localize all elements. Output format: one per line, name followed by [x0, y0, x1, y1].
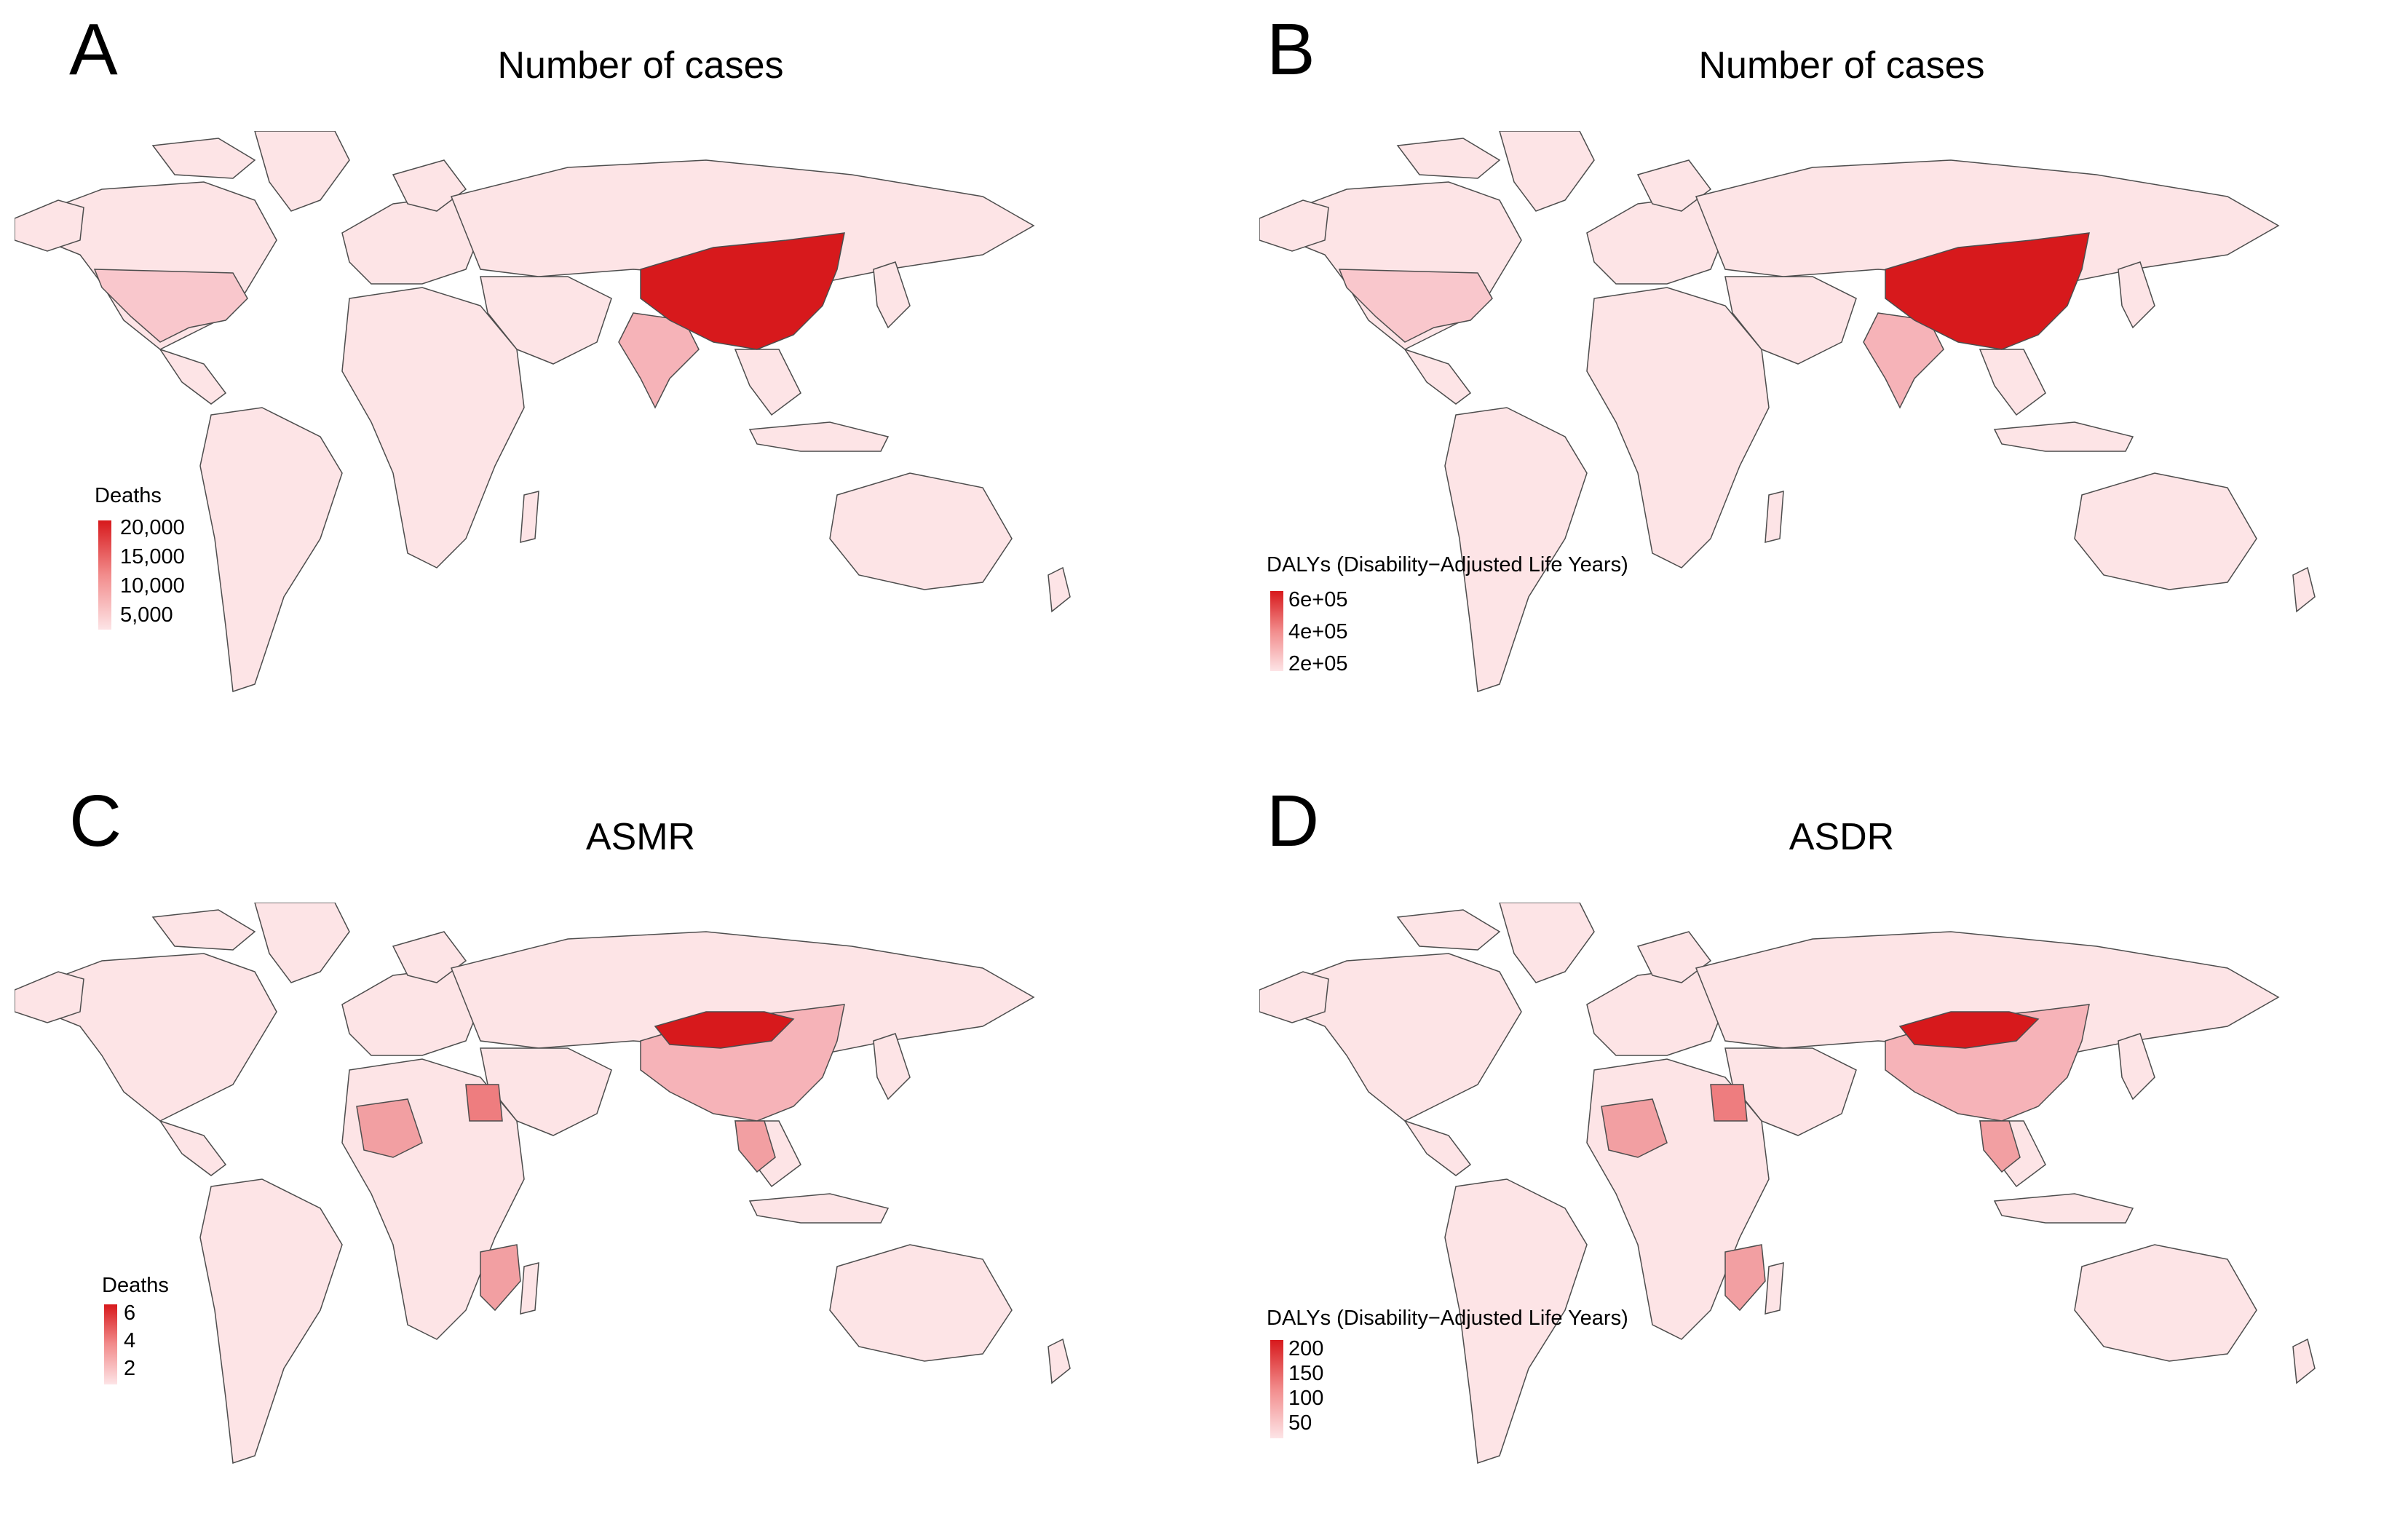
- panel-c: C ASMR Deaths 6 4 2: [0, 772, 1194, 1514]
- panel-title: ASMR: [585, 816, 696, 858]
- legend-title: DALYs (Disability−Adjusted Life Years): [1267, 553, 1628, 576]
- panel-letter: C: [69, 780, 122, 862]
- legend-label: 6: [124, 1301, 136, 1325]
- legend-color-bar: [98, 520, 111, 630]
- panel-title: Number of cases: [1698, 44, 1985, 87]
- legend-label: 2: [124, 1357, 136, 1380]
- legend-label: 6e+05: [1288, 588, 1348, 611]
- legend-label: 15,000: [120, 545, 185, 568]
- legend-title: Deaths: [102, 1274, 169, 1297]
- land-layer: [15, 903, 1071, 1464]
- panel-letter: A: [69, 9, 118, 90]
- legend-title: Deaths: [95, 484, 162, 507]
- legend-color-bar: [104, 1304, 117, 1384]
- legend-label: 10,000: [120, 574, 185, 598]
- legend-label: 4: [124, 1329, 136, 1352]
- region-egypt: [1710, 1084, 1748, 1122]
- panel-title: Number of cases: [497, 44, 784, 87]
- map-legend: Deaths 20,000 15,000 10,000 5,000: [95, 484, 185, 630]
- legend-label: 5,000: [120, 603, 173, 627]
- map-legend: DALYs (Disability−Adjusted Life Years) 6…: [1267, 553, 1628, 675]
- legend-label: 4e+05: [1288, 620, 1348, 643]
- region-mozambique: [1724, 1244, 1766, 1311]
- region-egypt: [465, 1084, 503, 1122]
- world-map: [1259, 903, 2316, 1464]
- legend-label: 20,000: [120, 516, 185, 539]
- legend-color-bar: [1270, 591, 1283, 671]
- panel-letter: D: [1267, 780, 1320, 862]
- legend-label: 150: [1288, 1362, 1324, 1385]
- world-map: [1259, 131, 2316, 692]
- world-map: [15, 903, 1071, 1464]
- legend-label: 50: [1288, 1411, 1312, 1435]
- panel-a: A Number of cases Deaths 20,000 15,000 1…: [0, 0, 1194, 742]
- panel-letter: B: [1267, 9, 1315, 90]
- land-layer: [1259, 131, 2316, 692]
- panel-d: D ASDR DALYs (Disability−Adjusted Life Y…: [1259, 772, 2408, 1514]
- legend-color-bar: [1270, 1340, 1283, 1438]
- panel-b: B Number of cases DALYs (Disability−Adju…: [1259, 0, 2408, 742]
- legend-label: 100: [1288, 1387, 1324, 1410]
- legend-title: DALYs (Disability−Adjusted Life Years): [1267, 1307, 1628, 1330]
- map-legend: Deaths 6 4 2: [102, 1274, 169, 1384]
- legend-label: 200: [1288, 1337, 1324, 1360]
- region-mozambique: [480, 1244, 521, 1311]
- world-map: [15, 131, 1071, 692]
- legend-label: 2e+05: [1288, 652, 1348, 675]
- land-layer: [1259, 903, 2316, 1464]
- map-legend: DALYs (Disability−Adjusted Life Years) 2…: [1267, 1307, 1628, 1438]
- panel-title: ASDR: [1789, 816, 1895, 858]
